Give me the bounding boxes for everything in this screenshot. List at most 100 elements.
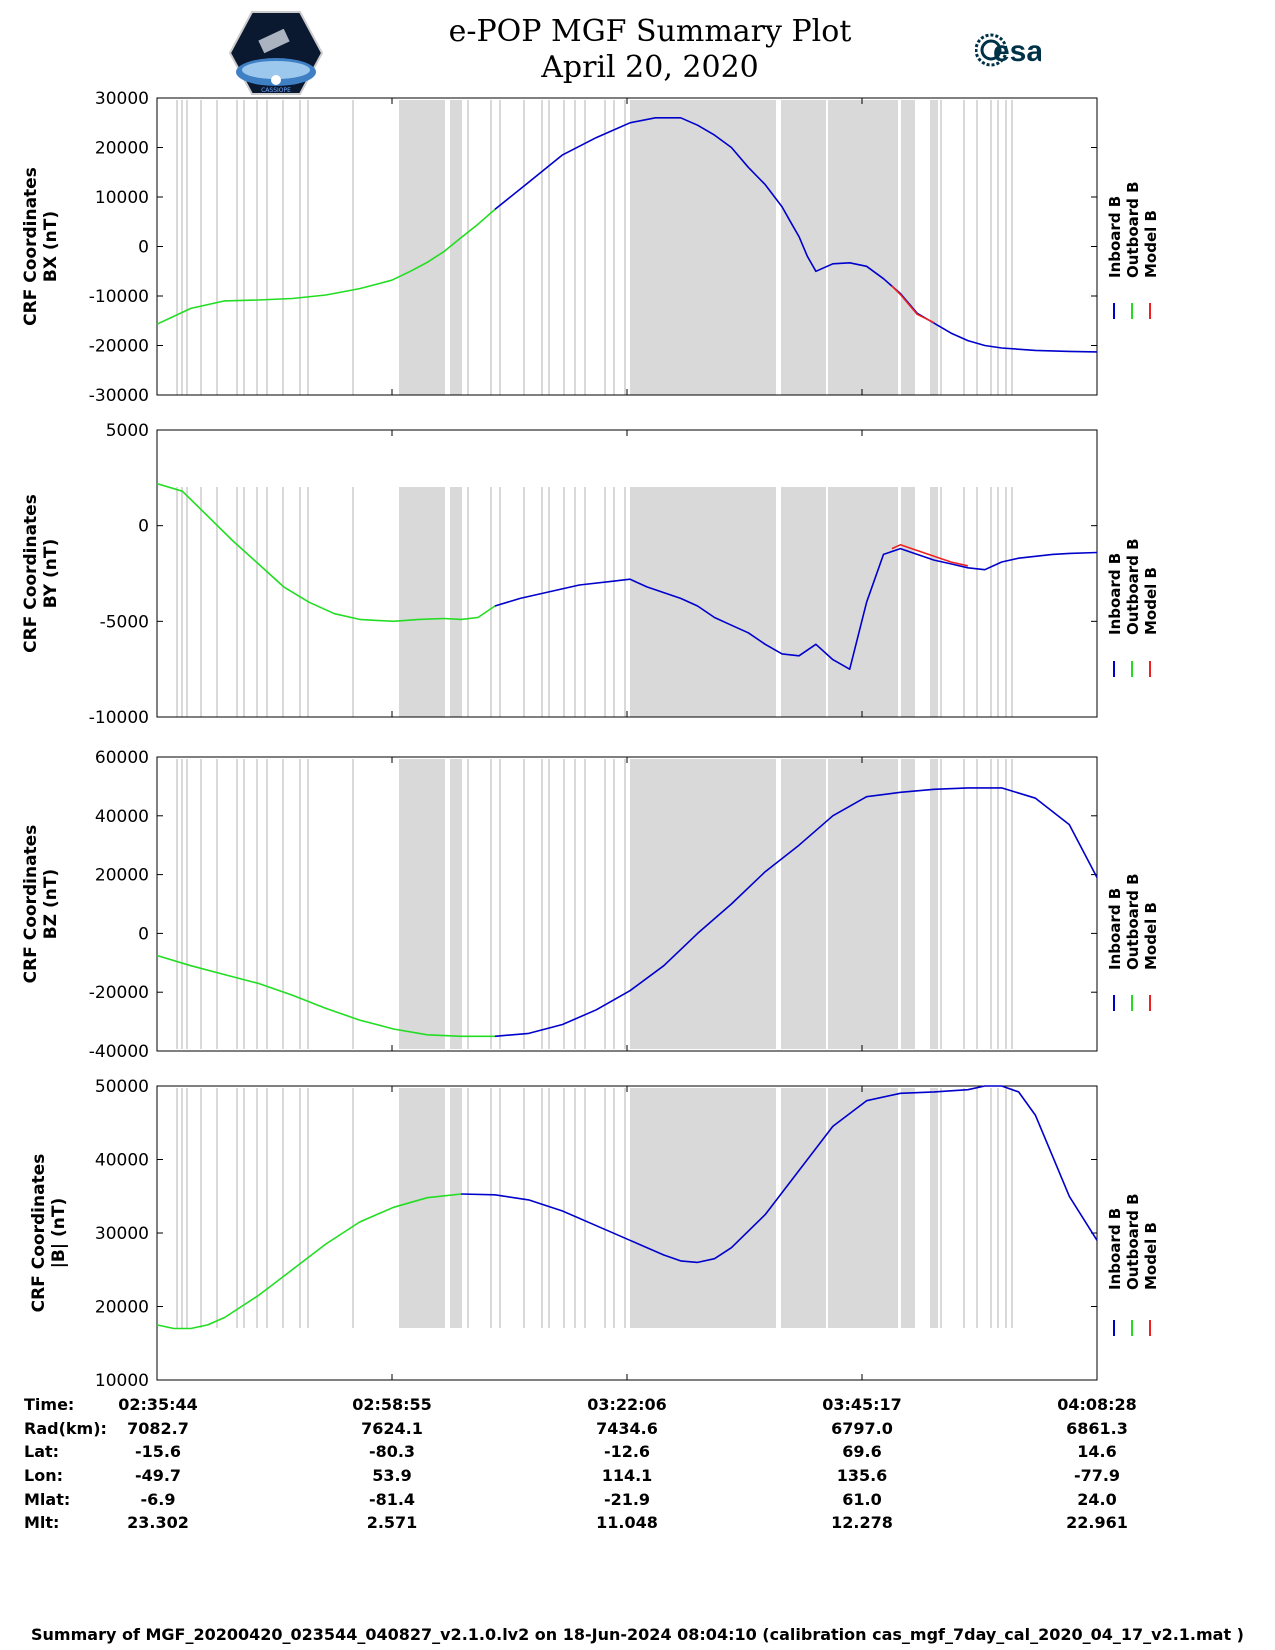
data-gap-line <box>963 100 965 395</box>
data-gap-line <box>200 759 202 1049</box>
data-gap-band <box>930 759 938 1049</box>
data-gap-line <box>563 100 565 395</box>
data-gap-line <box>426 487 428 717</box>
data-gap-band <box>729 759 775 1049</box>
series-line-outboard-b <box>156 208 496 325</box>
data-gap-line <box>499 1088 501 1328</box>
data-gap-line <box>1005 759 1007 1049</box>
y-tick-label: 60000 <box>95 748 149 768</box>
data-gap-line <box>434 759 436 1049</box>
data-gap-line <box>613 487 615 717</box>
data-gap-line <box>976 759 978 1049</box>
data-gap-line <box>216 1088 218 1328</box>
ephem-rad: 7624.1 <box>361 1419 423 1438</box>
data-gap-band <box>729 487 775 717</box>
data-gap-line <box>523 487 525 717</box>
data-gap-line <box>467 1088 469 1328</box>
data-gap-line <box>186 100 188 395</box>
data-gap-line <box>548 759 550 1049</box>
data-gap-band <box>781 759 826 1049</box>
data-gap-line <box>707 759 709 1049</box>
data-gap-line <box>434 100 436 395</box>
data-gap-band <box>901 759 915 1049</box>
data-gap-line <box>186 759 188 1049</box>
ephem-label-rad: Rad(km): <box>24 1419 107 1438</box>
data-gap-bands <box>176 759 1013 1049</box>
data-gap-line <box>200 1088 202 1328</box>
data-gap-line <box>499 487 501 717</box>
data-gap-line <box>405 759 407 1049</box>
data-gap-line <box>400 487 402 717</box>
data-gap-line <box>904 759 906 1049</box>
data-gap-line <box>707 1088 709 1328</box>
data-gap-line <box>676 759 678 1049</box>
ephem-mlat: 24.0 <box>1077 1490 1117 1509</box>
data-gap-line <box>176 100 178 395</box>
data-gap-line <box>418 759 420 1049</box>
data-gap-line <box>676 487 678 717</box>
data-gap-line <box>701 487 703 717</box>
data-gap-line <box>352 100 354 395</box>
ephem-time: 02:35:44 <box>118 1395 198 1414</box>
data-gap-line <box>976 487 978 717</box>
footer-caption: Summary of MGF_20200420_023544_040827_v2… <box>31 1625 1244 1644</box>
data-gap-line <box>1011 100 1013 395</box>
data-gap-line <box>352 759 354 1049</box>
data-gap-band <box>930 487 938 717</box>
data-gap-line <box>418 487 420 717</box>
data-gap-line <box>624 100 626 395</box>
data-gap-line <box>997 487 999 717</box>
esa-text: esa <box>993 35 1041 68</box>
series-line-inboard-b <box>461 1085 1098 1264</box>
data-gap-line <box>1011 759 1013 1049</box>
data-gap-line <box>976 100 978 395</box>
y-tick-label: 30000 <box>95 1224 149 1244</box>
data-gap-line <box>548 100 550 395</box>
data-gap-band <box>901 487 915 717</box>
data-gap-bands <box>176 1088 1013 1328</box>
data-gap-line <box>548 487 550 717</box>
axes-frame <box>156 429 1098 718</box>
data-gap-line <box>523 1088 525 1328</box>
data-gap-line <box>997 759 999 1049</box>
data-gap-line <box>176 759 178 1049</box>
data-gap-line <box>400 1088 402 1328</box>
ephem-time: 02:58:55 <box>352 1395 432 1414</box>
data-gap-line <box>624 487 626 717</box>
ephem-label-mlat: Mlat: <box>24 1490 71 1509</box>
data-gap-line <box>176 1088 178 1328</box>
data-gap-line <box>541 487 543 717</box>
data-gap-line <box>990 759 992 1049</box>
data-gap-line <box>186 487 188 717</box>
data-gap-line <box>434 1088 436 1328</box>
y-tick-label: -30000 <box>89 386 149 406</box>
data-gap-line <box>405 487 407 717</box>
y-tick-label: 5000 <box>106 421 149 441</box>
ephem-mlat: -21.9 <box>603 1490 651 1509</box>
data-gap-line <box>743 1088 745 1328</box>
y-tick-label: -20000 <box>89 983 149 1003</box>
ephem-lon: 114.1 <box>601 1466 653 1485</box>
y-tick-label: 0 <box>138 238 149 258</box>
esa-logo: esa <box>974 30 1043 74</box>
data-gap-line <box>266 487 268 717</box>
data-gap-line <box>940 100 942 395</box>
data-gap-line <box>411 100 413 395</box>
series-line-outboard-b <box>156 954 495 1038</box>
data-gap-line <box>411 487 413 717</box>
data-gap-line <box>990 100 992 395</box>
data-gap-line <box>243 759 245 1049</box>
y-tick-label: 10000 <box>95 1371 149 1391</box>
data-gap-line <box>904 487 906 717</box>
plot-title: e-POP MGF Summary Plot <box>448 14 852 49</box>
data-gap-line <box>997 1088 999 1328</box>
chart-panel-2: -10000 -5000 0 5000 CRF CoordinatesBY (nT) In… <box>21 421 1160 728</box>
data-gap-line <box>216 100 218 395</box>
series-line-inboard-b <box>494 547 1098 670</box>
data-gap-line <box>707 487 709 717</box>
data-gap-line <box>733 487 735 717</box>
data-gap-line <box>499 100 501 395</box>
data-gap-band <box>828 1088 898 1328</box>
data-gap-line <box>307 100 309 395</box>
data-gap-line <box>352 1088 354 1328</box>
